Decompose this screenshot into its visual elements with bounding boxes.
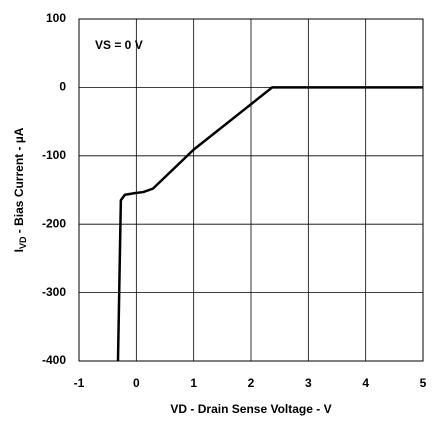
y-axis-label: IVD - Bias Current - µA <box>12 127 28 252</box>
x-tick-label: 3 <box>305 376 312 390</box>
y-tick-label: -300 <box>42 285 66 299</box>
x-axis-label: VD - Drain Sense Voltage - V <box>170 402 331 416</box>
y-tick-label: 100 <box>46 11 66 25</box>
y-tick-label: -100 <box>42 148 66 162</box>
annotation: VS = 0 V <box>95 38 143 52</box>
y-label-main: I <box>12 249 26 252</box>
x-tick-label: -1 <box>74 376 85 390</box>
x-tick-label: 2 <box>248 376 255 390</box>
y-tick-label: -400 <box>42 353 66 367</box>
data-line <box>116 86 423 362</box>
y-label-sub: VD <box>18 236 28 249</box>
x-tick-label: 0 <box>133 376 140 390</box>
y-tick-label: 0 <box>59 80 66 94</box>
y-label-rest: - Bias Current - µA <box>12 127 26 236</box>
x-tick-label: 1 <box>190 376 197 390</box>
x-tick-label: 5 <box>420 376 427 390</box>
x-tick-label: 4 <box>362 376 369 390</box>
y-tick-label: -200 <box>42 216 66 230</box>
